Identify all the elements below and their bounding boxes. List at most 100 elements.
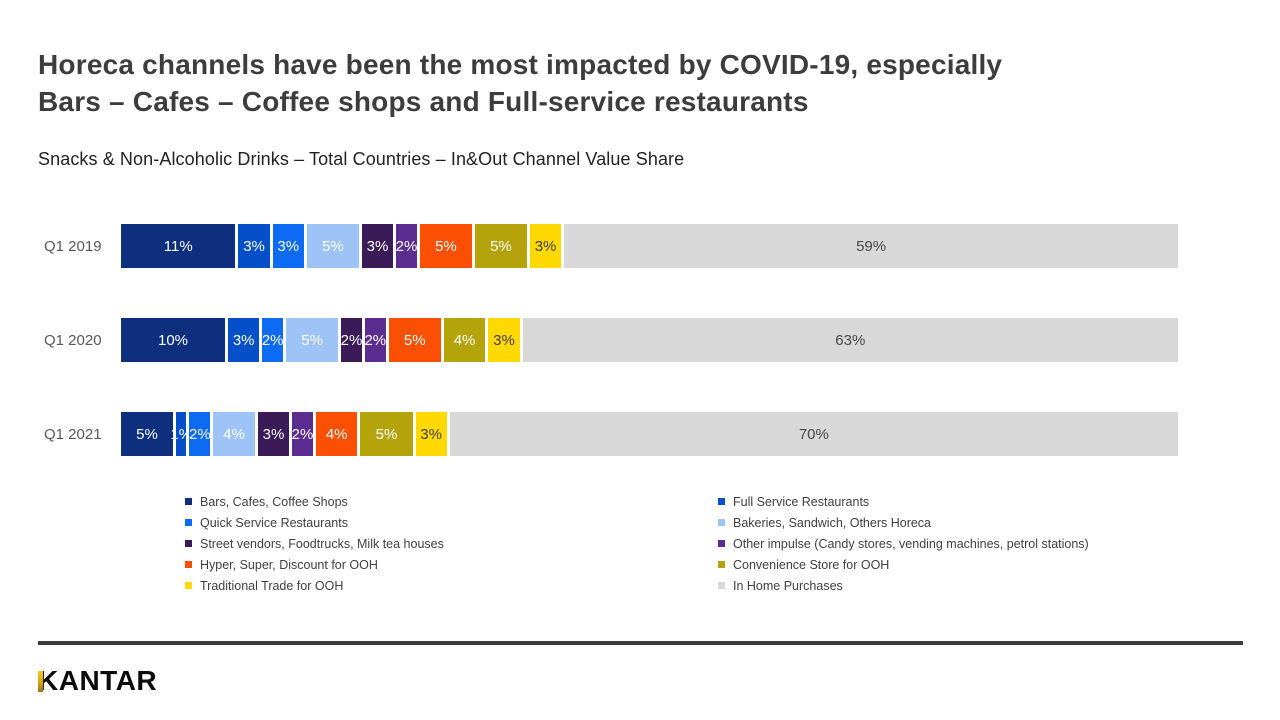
kantar-logo: KANTAR bbox=[38, 664, 157, 698]
legend-swatch-icon bbox=[718, 582, 725, 589]
bar-segment-value: 3% bbox=[243, 237, 265, 255]
bar-segment: 5% bbox=[286, 318, 339, 362]
bar-segment: 3% bbox=[488, 318, 520, 362]
legend-column-right: Full Service Restaurants Bakeries, Sandwi… bbox=[718, 491, 1089, 596]
legend-swatch-icon bbox=[718, 498, 725, 505]
legend-item: Full Service Restaurants bbox=[718, 491, 1089, 512]
legend-swatch-icon bbox=[718, 561, 725, 568]
bar-segment-value: 59% bbox=[856, 237, 887, 255]
bar-segment-value: 3% bbox=[534, 237, 557, 255]
bar-segment-value: 4% bbox=[325, 425, 348, 443]
bar-segment-value: 3% bbox=[420, 425, 442, 443]
legend-swatch-icon bbox=[185, 519, 192, 526]
kantar-logo-gold-bar-icon bbox=[38, 671, 43, 692]
bar-segment-value: 5% bbox=[322, 237, 344, 255]
bar-segment-value: 5% bbox=[435, 237, 457, 255]
legend-label: Convenience Store for OOH bbox=[733, 557, 890, 572]
bar-segment-value: 3% bbox=[366, 237, 389, 255]
bar-segment-value: 3% bbox=[232, 331, 255, 349]
kantar-logo-text: KANTAR bbox=[38, 664, 157, 698]
bar-segment-value: 4% bbox=[453, 331, 476, 349]
legend-item: Other impulse (Candy stores, vending mac… bbox=[718, 533, 1089, 554]
legend-swatch-icon bbox=[718, 540, 725, 547]
stacked-bar: 10% 3% 2% 5% 2% 2% 5% 4% 3% 63% bbox=[121, 318, 1179, 362]
legend-label: In Home Purchases bbox=[733, 578, 843, 593]
bar-segment: 70% bbox=[449, 412, 1178, 456]
bar-segment-value: 2% bbox=[291, 425, 314, 443]
legend-item: Bars, Cafes, Coffee Shops bbox=[185, 491, 444, 512]
legend-label: Quick Service Restaurants bbox=[200, 515, 348, 530]
stacked-bar: 11% 3% 3% 5% 3% 2% 5% 5% 3% 59% bbox=[121, 224, 1179, 268]
legend-swatch-icon bbox=[185, 540, 192, 547]
legend-label: Traditional Trade for OOH bbox=[200, 578, 344, 593]
bar-segment-value: 5% bbox=[301, 331, 323, 349]
bar-segment-value: 63% bbox=[835, 331, 866, 349]
legend-item: Traditional Trade for OOH bbox=[185, 575, 444, 596]
legend-item: Convenience Store for OOH bbox=[718, 554, 1089, 575]
legend-swatch-icon bbox=[185, 561, 192, 568]
row-label: Q1 2020 bbox=[44, 331, 102, 349]
bar-segment-value: 10% bbox=[158, 331, 189, 349]
legend-label: Street vendors, Foodtrucks, Milk tea hou… bbox=[200, 536, 444, 551]
row-label: Q1 2019 bbox=[44, 237, 102, 255]
bar-segment: 3% bbox=[238, 224, 270, 268]
page-title-line-1: Horeca channels have been the most impac… bbox=[38, 49, 1003, 80]
bar-segment: 4% bbox=[213, 412, 255, 456]
bar-segment-value: 4% bbox=[223, 425, 245, 443]
row-label: Q1 2021 bbox=[44, 425, 102, 443]
chart-row: Q1 2021 5% 1% 2% 4% 3% 2% 4% 5% 3% 70% bbox=[38, 412, 1178, 456]
page-title: Horeca channels have been the most impac… bbox=[38, 46, 1198, 120]
legend-item: Bakeries, Sandwich, Others Horeca bbox=[718, 512, 1089, 533]
bar-segment: 3% bbox=[361, 224, 394, 268]
bar-segment-value: 2% bbox=[364, 331, 387, 349]
stacked-bar: 5% 1% 2% 4% 3% 2% 4% 5% 3% 70% bbox=[121, 412, 1178, 456]
bar-chart: Q1 2019 11% 3% 3% 5% 3% 2% 5% 5% 3% 59% Q1 2020 10% 3… bbox=[38, 224, 1179, 506]
bar-segment: 63% bbox=[522, 318, 1179, 362]
bar-segment: 3% bbox=[228, 318, 260, 362]
legend-swatch-icon bbox=[185, 582, 192, 589]
footer-divider bbox=[38, 641, 1243, 645]
bar-segment: 5% bbox=[360, 412, 413, 456]
bar-segment-value: 3% bbox=[262, 425, 285, 443]
bar-segment-value: 5% bbox=[490, 237, 512, 255]
bar-segment-value: 5% bbox=[375, 425, 398, 443]
bar-segment: 5% bbox=[474, 224, 527, 268]
bar-segment: 2% bbox=[261, 318, 284, 362]
legend-item: Hyper, Super, Discount for OOH bbox=[185, 554, 444, 575]
bar-segment: 5% bbox=[121, 412, 174, 456]
bar-segment-value: 2% bbox=[340, 331, 363, 349]
bar-segment: 2% bbox=[188, 412, 211, 456]
bar-segment: 11% bbox=[121, 224, 236, 268]
chart-row: Q1 2020 10% 3% 2% 5% 2% 2% 5% 4% 3% 63% bbox=[38, 318, 1179, 362]
legend-label: Other impulse (Candy stores, vending mac… bbox=[733, 536, 1089, 551]
legend-item: Quick Service Restaurants bbox=[185, 512, 444, 533]
chart-row: Q1 2019 11% 3% 3% 5% 3% 2% 5% 5% 3% 59% bbox=[38, 224, 1179, 268]
legend-swatch-icon bbox=[185, 498, 192, 505]
bar-segment: 1% bbox=[170, 412, 192, 456]
bar-segment-value: 5% bbox=[403, 331, 426, 349]
bar-segment: 59% bbox=[564, 224, 1179, 268]
bar-segment-value: 11% bbox=[163, 237, 193, 255]
bar-segment: 10% bbox=[121, 318, 226, 362]
bar-segment: 4% bbox=[443, 318, 486, 362]
bar-segment: 3% bbox=[257, 412, 290, 456]
bar-segment-value: 3% bbox=[493, 331, 515, 349]
bar-segment-value: 3% bbox=[277, 237, 300, 255]
legend-label: Bars, Cafes, Coffee Shops bbox=[200, 494, 348, 509]
bar-segment: 3% bbox=[415, 412, 447, 456]
kantar-logo-label: KANTAR bbox=[38, 665, 158, 696]
page-title-line-2: Bars – Cafes – Coffee shops and Full-ser… bbox=[38, 86, 809, 117]
page-subtitle: Snacks & Non-Alcoholic Drinks – Total Co… bbox=[38, 149, 685, 169]
bar-segment: 5% bbox=[419, 224, 472, 268]
bar-segment-value: 2% bbox=[395, 237, 418, 255]
bar-segment: 2% bbox=[396, 224, 417, 268]
legend-column-left: Bars, Cafes, Coffee Shops Quick Service R… bbox=[185, 491, 444, 596]
legend-label: Bakeries, Sandwich, Others Horeca bbox=[733, 515, 932, 530]
bar-segment: 2% bbox=[292, 412, 313, 456]
bar-segment-value: 2% bbox=[188, 425, 211, 443]
legend-item: Street vendors, Foodtrucks, Milk tea hou… bbox=[185, 533, 444, 554]
bar-segment: 3% bbox=[272, 224, 304, 268]
bar-segment-value: 2% bbox=[261, 331, 284, 349]
bar-segment-value: 70% bbox=[798, 425, 829, 443]
